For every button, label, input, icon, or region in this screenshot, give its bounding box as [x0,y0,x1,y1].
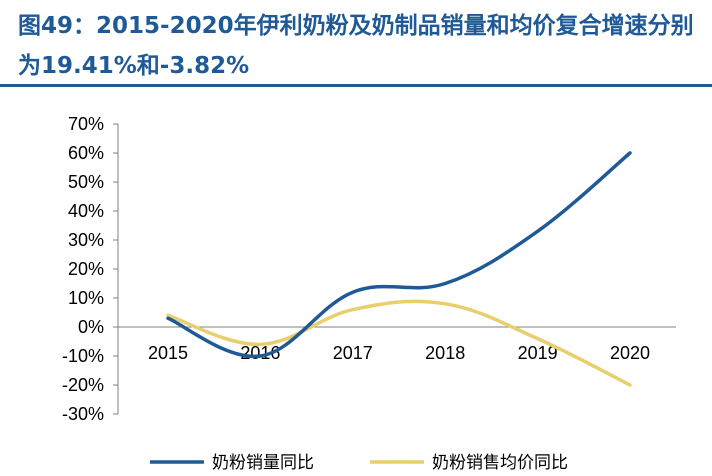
y-tick-label: 70% [68,114,104,134]
legend-label-1: 奶粉销售均价同比 [432,453,568,473]
y-tick-label: -30% [62,404,104,424]
x-tick-label: 2018 [425,343,465,363]
y-tick-label: 20% [68,259,104,279]
title-underline [0,84,712,87]
y-tick-label: 60% [68,143,104,163]
x-tick-label: 2020 [610,343,650,363]
y-tick-label: 10% [68,288,104,308]
series-lines [166,151,632,387]
y-tick-label: 40% [68,201,104,221]
x-tick-label: 2015 [148,343,188,363]
y-tick-label: 30% [68,230,104,250]
legend-label-0: 奶粉销量同比 [212,453,314,473]
y-tick-label: 0% [78,317,104,337]
x-axis: 2015 2016 2017 2018 2019 2020 [118,326,676,363]
chart-title: 图49：2015-2020年伊利奶粉及奶制品销量和均价复合增速分别为19.41%… [18,13,694,79]
x-tick-label: 2019 [518,343,558,363]
y-tick-label: -10% [62,346,104,366]
series-line-0 [166,151,632,359]
y-axis: 70% 60% 50% 40% 30% 20% 10% 0% -10% -20% -30% [62,114,119,424]
y-tick-label: 50% [68,172,104,192]
legend: 奶粉销量同比 奶粉销售均价同比 [150,453,568,473]
x-tick-label: 2017 [333,343,373,363]
series-line-1 [166,299,632,387]
y-tick-label: -20% [62,375,104,395]
